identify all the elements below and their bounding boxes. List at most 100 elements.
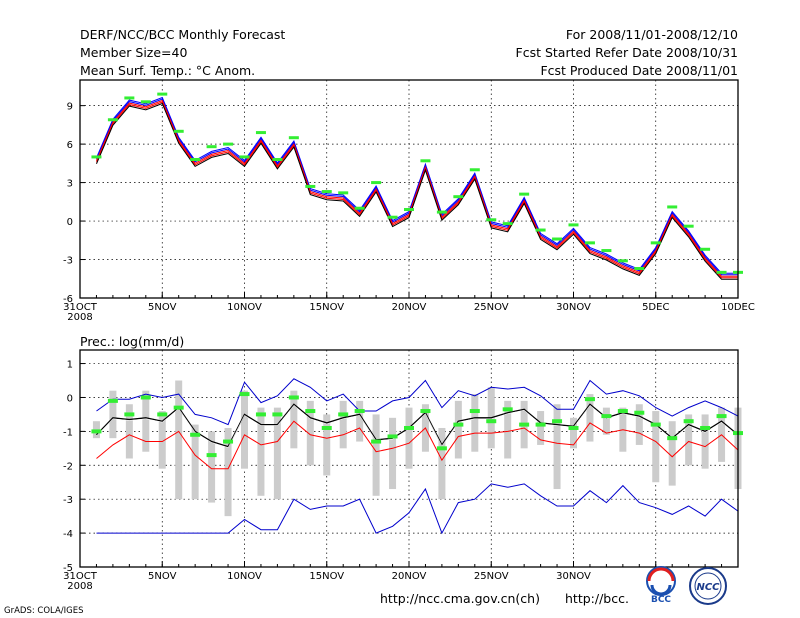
temp-observed-marker [716,270,727,274]
x-tick-label: 20NOV [392,571,427,582]
precip-observed-marker [371,439,382,444]
precip-spread-bar [504,400,512,459]
temp-observed-marker [683,224,694,228]
plot-frame [79,349,739,568]
precip-spread-bar [586,394,594,442]
precip-observed-marker [683,419,694,424]
precip-spread-bar [701,414,709,469]
y-tick-label: -3 [63,495,73,506]
precip-spread-bar [241,390,248,469]
temp-observed-marker [584,241,595,245]
ncc-logo-text: NCC [696,582,720,593]
precip-observed-marker [420,409,431,414]
precip-spread-bar [635,404,643,445]
temp-observed-marker [91,155,102,159]
precip-observed-marker [124,412,135,417]
temp-observed-marker [321,190,332,194]
precip-observed-marker [157,412,168,417]
x-tick-label: 25NOV [474,571,509,582]
x-tick-label: 5NOV [148,302,177,313]
y-tick-label: -1 [63,427,73,438]
precip-spread-bar [142,390,150,452]
precip-line-min [96,483,739,535]
precip-spread-bar [158,411,166,469]
footer-url-ch[interactable]: http://ncc.cma.gov.cn(ch) [380,591,540,606]
precip-observed-marker [239,392,250,397]
x-year-label: 2008 [67,581,92,592]
bcc-logo-text: BCC [651,595,671,605]
temp-observed-marker [272,158,283,162]
precip-observed-marker [469,409,480,414]
precip-observed-marker [206,453,217,458]
y-tick-label: -6 [63,294,73,305]
precip-spread-bar [191,424,199,500]
precip-line-highlight [96,404,739,448]
temp-observed-marker [404,208,414,212]
temp-observed-marker [354,206,365,210]
precip-observed-marker [436,446,447,451]
precip-spread-bar [438,427,446,500]
precip-observed-marker [272,412,283,417]
precip-spread-bar [125,404,133,459]
precip-observed-marker [305,409,316,414]
x-tick-label: 15NOV [309,571,344,582]
temp-observed-marker [502,222,513,226]
precip-observed-marker [650,422,661,427]
temp-observed-marker [650,241,661,245]
footer-url-bcc[interactable]: http://bcc. [565,591,629,606]
x-tick-label: 20NOV [392,302,427,313]
x-tick-label: 30NOV [556,302,591,313]
y-tick-label: -4 [63,529,73,540]
temp-observed-marker [255,131,266,135]
precip-observed-marker [667,436,678,441]
precip-observed-marker [140,395,151,400]
temp-line-blue [96,96,738,274]
temp-observed-marker [453,195,464,199]
y-tick-label: 0 [67,217,73,228]
x-tick-label: 30NOV [556,571,591,582]
x-tick-label: 25NOV [474,302,509,313]
precip-spread-bar [290,390,298,449]
precip-spread-bar [372,414,380,496]
grads-credit: GrADS: COLA/IGES [4,606,84,616]
precip-observed-marker [354,409,365,414]
y-tick-label: 9 [67,102,73,113]
precip-observed-marker [453,422,464,427]
precip-observed-marker [404,425,414,430]
x-tick-label: 15NOV [309,302,344,313]
precip-spread-bar [454,400,462,459]
temp-observed-marker [535,228,546,232]
precip-spread-bar [109,390,117,439]
temp-line-black [96,102,738,280]
precip-observed-marker [584,397,595,402]
precip-spread-bar [471,394,479,452]
temp-observed-marker [552,237,563,241]
y-tick-label: 6 [67,140,73,151]
precip-spread-bar [257,407,265,496]
y-tick-label: -2 [63,461,73,472]
precip-spread-bar [224,427,232,517]
precip-spread-bar [389,417,397,490]
precip-spread-bar [553,404,561,490]
precip-observed-marker [387,434,398,439]
temp-observed-marker [223,142,234,146]
y-tick-label: 1 [67,360,73,371]
precip-spread-bar [537,411,545,445]
forecast-started-date: Fcst Started Refer Date 2008/10/31 [515,45,739,60]
precip-observed-marker [700,425,711,430]
temp-observed-marker [667,205,678,209]
precip-line-max [96,378,739,426]
temp-observed-marker [601,249,612,253]
x-tick-label: 10NOV [227,302,262,313]
temp-observed-marker [305,184,316,188]
y-tick-label: -3 [63,256,73,267]
temp-observed-marker [157,92,168,96]
temp-observed-marker [239,155,250,159]
ncc-logo-icon: NCC [689,567,727,605]
precip-spread-bar [175,380,183,500]
precip-observed-marker [338,412,349,417]
precip-spread-bar [356,400,364,442]
temp-observed-marker [107,118,118,122]
x-tick-label: 31OCT [63,571,98,582]
